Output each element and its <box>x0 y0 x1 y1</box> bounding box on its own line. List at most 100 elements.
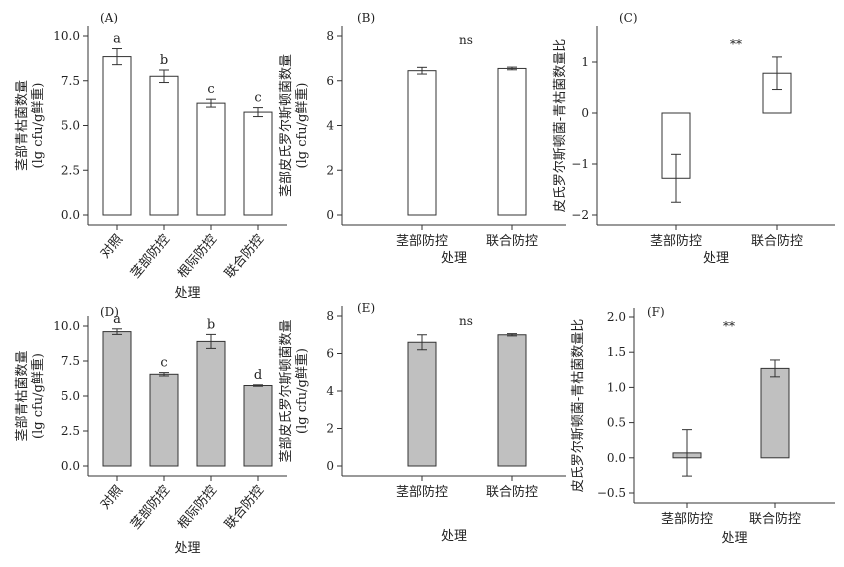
y-tick-label: −2 <box>571 208 589 222</box>
significance-letter: c <box>207 82 214 97</box>
x-axis-label: 处理 <box>721 531 747 546</box>
y-tick-label: 10.0 <box>53 29 80 43</box>
y-tick-label: 7.5 <box>61 74 80 88</box>
x-axis-label: 处理 <box>441 529 467 544</box>
bar <box>497 67 527 216</box>
y-tick-label: 2 <box>326 163 334 177</box>
x-tick-label: 联合防控 <box>749 511 801 527</box>
significance-letter: b <box>207 317 215 332</box>
bar <box>760 367 790 459</box>
x-tick-label: 根际防控 <box>174 231 220 281</box>
significance-letter: a <box>113 32 121 47</box>
significance-letter: a <box>113 312 121 327</box>
y-tick-label: 0.5 <box>607 416 626 430</box>
significance-annotation: ns <box>459 33 473 47</box>
y-axis-label: 茎部青枯菌数量 <box>15 80 30 171</box>
panel-label: (D) <box>100 305 119 319</box>
panel-c: −2 −1 0 1 (C) 茎部防控 联合防控 ** 处理 皮氏罗尔斯顿菌-青枯菌数量比 <box>553 11 835 266</box>
bar <box>149 75 179 216</box>
y-tick-label: 2.5 <box>61 163 80 177</box>
x-tick-label: 根际防控 <box>174 482 220 532</box>
x-axis-label: 处理 <box>441 251 467 266</box>
bar <box>497 334 527 467</box>
panel-label: (C) <box>619 11 638 25</box>
y-tick-label: 0 <box>326 459 334 473</box>
y-tick-label: 2 <box>326 422 334 436</box>
bar <box>102 56 132 216</box>
bar <box>407 341 437 467</box>
y-tick-label: 4 <box>326 119 334 133</box>
y-tick-label: 0.0 <box>61 459 80 473</box>
panel-label: (E) <box>357 301 375 315</box>
y-axis-label: 皮氏罗尔斯顿菌-青枯菌数量比 <box>553 39 568 212</box>
y-axis-label: (lg cfu/g鲜重) <box>30 83 46 169</box>
y-axis-label: 茎部皮氏罗尔斯顿菌数量 <box>279 319 294 462</box>
significance-annotation: ns <box>459 314 473 328</box>
panel-b: 0 2 4 6 8 (B) 茎部防控 联合防控 ns 处理 茎部皮氏罗尔斯顿菌数量 (lg cfu/g… <box>279 11 566 266</box>
x-axis-label: 处理 <box>703 251 729 266</box>
y-tick-label: 6 <box>326 347 334 361</box>
x-axis-label: 处理 <box>174 286 200 301</box>
panel-label: (B) <box>357 11 375 25</box>
y-tick-label: 7.5 <box>61 354 80 368</box>
y-tick-label: 1.5 <box>607 345 626 359</box>
bar <box>102 331 132 467</box>
bar <box>149 373 179 467</box>
y-tick-label: −1 <box>571 157 589 171</box>
significance-letter: c <box>160 356 167 371</box>
y-tick-label: 8 <box>326 309 334 323</box>
y-tick-label: 2.5 <box>61 424 80 438</box>
bar <box>407 70 437 216</box>
bar <box>243 111 273 216</box>
x-tick-label: 联合防控 <box>221 231 267 281</box>
significance-annotation: ** <box>723 319 735 333</box>
y-tick-label: 0.0 <box>607 451 626 465</box>
y-axis-label: 皮氏罗尔斯顿菌-青枯菌数量比 <box>571 319 586 492</box>
bar <box>243 385 273 467</box>
y-tick-label: 5.0 <box>61 389 80 403</box>
panel-f: −0.5 0.0 0.5 1.0 1.5 2.0 (F) 茎部防控 联合防控 ** 处理 皮氏罗尔斯顿… <box>571 305 835 546</box>
y-tick-label: 0 <box>326 208 334 222</box>
y-tick-label: 0 <box>581 106 589 120</box>
bar <box>196 340 226 467</box>
panel-label: (A) <box>100 11 118 25</box>
x-tick-label: 联合防控 <box>751 233 803 249</box>
significance-letter: d <box>254 368 262 383</box>
x-tick-label: 茎部防控 <box>127 231 173 281</box>
y-tick-label: 1 <box>581 55 589 69</box>
y-axis-label: (lg cfu/g鲜重) <box>294 348 310 434</box>
y-tick-label: 0.0 <box>61 208 80 222</box>
y-tick-label: 4 <box>326 384 334 398</box>
y-axis-label: 茎部皮氏罗尔斯顿菌数量 <box>279 54 294 197</box>
panel-label: (F) <box>647 305 665 319</box>
x-axis-label: 处理 <box>174 541 200 556</box>
y-tick-label: 5.0 <box>61 119 80 133</box>
y-tick-label: 6 <box>326 74 334 88</box>
x-tick-label: 对照 <box>98 232 126 262</box>
x-tick-label: 对照 <box>98 483 126 513</box>
y-tick-label: 2.0 <box>607 310 626 324</box>
y-tick-label: 10.0 <box>53 319 80 333</box>
x-tick-label: 联合防控 <box>486 233 538 249</box>
panel-e: 0 2 4 6 8 (E) 茎部防控 联合防控 ns 处理 茎部皮氏罗尔斯顿菌数量 (lg cfu/g… <box>279 301 566 544</box>
x-tick-label: 茎部防控 <box>396 233 448 249</box>
x-tick-label: 联合防控 <box>221 482 267 532</box>
y-axis-label: (lg cfu/g鲜重) <box>30 353 46 439</box>
significance-letter: b <box>160 53 168 68</box>
y-axis-label: (lg cfu/g鲜重) <box>294 83 310 169</box>
x-tick-label: 茎部防控 <box>650 233 702 249</box>
bar <box>196 102 226 216</box>
y-tick-label: −0.5 <box>597 486 626 500</box>
significance-annotation: ** <box>730 37 742 51</box>
x-tick-label: 茎部防控 <box>396 484 448 500</box>
y-axis-label: 茎部青枯菌数量 <box>15 350 30 441</box>
significance-letter: c <box>254 91 261 106</box>
x-tick-label: 茎部防控 <box>127 482 173 532</box>
x-tick-label: 茎部防控 <box>661 511 713 527</box>
y-tick-label: 8 <box>326 29 334 43</box>
y-tick-label: 1.0 <box>607 380 626 394</box>
